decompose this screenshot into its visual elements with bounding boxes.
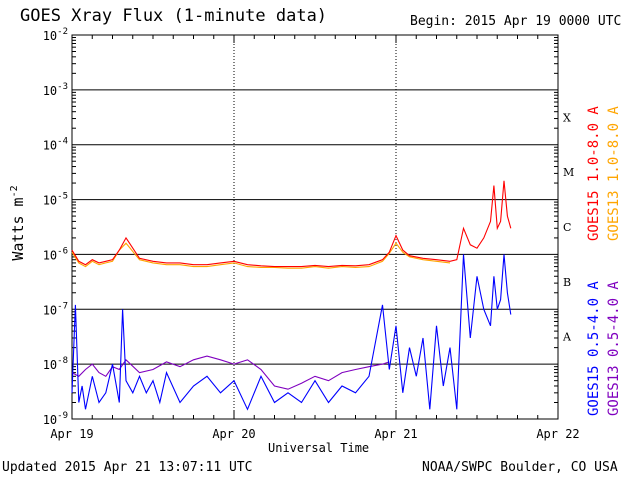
chart-title: GOES Xray Flux (1-minute data) [20,6,328,26]
y-tick-label: 10-4 [43,137,68,153]
legend-goes13-long: GOES13 1.0-8.0 A [606,106,622,241]
flare-class-label: A [562,331,572,344]
credit: NOAA/SWPC Boulder, CO USA [422,460,618,475]
flare-class-label: B [563,276,571,289]
plot-frame [71,34,559,420]
y-tick-label: 10-6 [43,246,68,262]
x-axis-label: Universal Time [268,441,370,455]
x-tick-label: Apr 20 [212,427,255,441]
begin-time: Begin: 2015 Apr 19 0000 UTC [410,14,622,29]
y-tick-label: 10-2 [43,27,68,43]
series-line-0 [71,242,451,269]
legend-goes15-short: GOES15 0.5-4.0 A [586,281,602,416]
legend-goes15-long: GOES15 1.0-8.0 A [586,106,602,241]
flare-class-label: X [563,111,571,124]
legend-goes13-short: GOES13 0.5-4.0 A [606,281,622,416]
y-tick-label: 10-5 [43,192,68,208]
y-tick-label: 10-9 [43,411,68,427]
series-line-3 [71,254,512,411]
updated-time: Updated 2015 Apr 21 13:07:11 UTC [2,460,253,475]
x-tick-label: Apr 19 [50,427,93,441]
x-tick-label: Apr 22 [536,427,579,441]
y-tick-label: 10-3 [43,82,68,98]
y-tick-label: 10-7 [43,301,68,317]
series-line-1 [71,180,512,268]
series-line-2 [71,355,390,390]
y-tick-label: 10-8 [43,356,68,372]
x-tick-label: Apr 21 [374,427,417,441]
flare-class-label: M [563,166,574,179]
flare-class-label: C [563,221,571,234]
